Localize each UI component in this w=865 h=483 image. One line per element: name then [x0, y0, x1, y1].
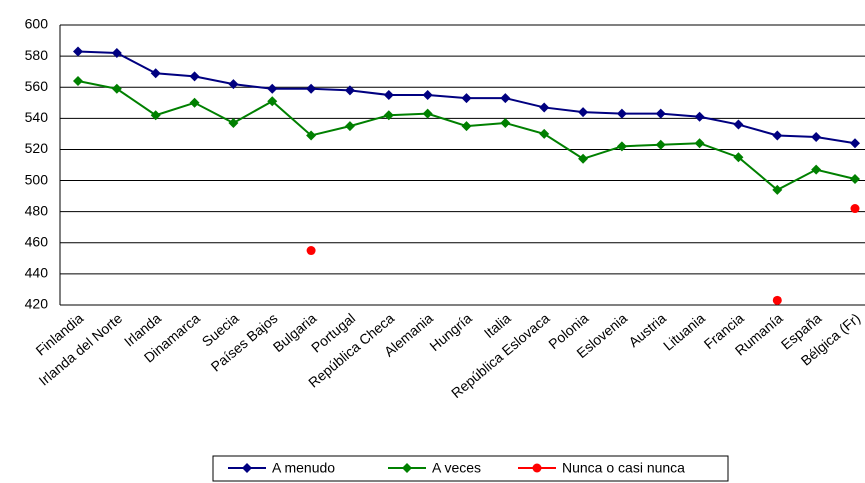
point	[73, 46, 83, 57]
point	[344, 121, 355, 132]
y-tick-label: 540	[25, 109, 49, 125]
point	[733, 152, 744, 163]
point	[189, 97, 200, 108]
y-tick-label: 440	[25, 265, 49, 281]
legend	[212, 455, 729, 482]
point	[422, 108, 433, 119]
y-tick-label: 480	[25, 202, 49, 218]
point	[578, 153, 589, 164]
y-tick-label: 580	[25, 47, 49, 63]
legend-marker	[242, 463, 252, 473]
point	[655, 139, 666, 150]
point	[383, 110, 394, 121]
point	[772, 184, 783, 195]
point	[811, 132, 822, 142]
point	[850, 174, 860, 184]
point	[267, 96, 278, 107]
point	[150, 110, 161, 121]
point	[422, 90, 433, 100]
y-tick-label: 420	[25, 296, 49, 312]
point	[772, 130, 783, 141]
point	[111, 48, 122, 58]
point	[150, 68, 161, 79]
y-tick-label: 560	[25, 78, 49, 94]
point	[228, 79, 239, 90]
point	[733, 119, 744, 130]
legend-marker	[532, 463, 542, 473]
point	[461, 121, 472, 132]
point	[189, 71, 200, 82]
point	[578, 107, 589, 118]
point	[306, 130, 317, 141]
legend-label: A menudo	[272, 460, 335, 476]
point	[850, 138, 860, 149]
point	[461, 93, 472, 104]
point	[500, 93, 511, 104]
point	[655, 108, 666, 119]
point	[306, 246, 316, 256]
x-tick-label: Italia	[481, 310, 514, 341]
legend-label: A veces	[432, 460, 481, 476]
x-tick-label: Lituania	[660, 310, 708, 354]
point	[73, 76, 83, 86]
legend-marker	[402, 463, 412, 473]
point	[111, 83, 122, 94]
point	[616, 141, 627, 152]
point	[228, 118, 239, 128]
point	[694, 111, 705, 122]
y-tick-label: 520	[25, 140, 49, 156]
y-tick-label: 460	[25, 233, 49, 249]
y-tick-label: 600	[25, 16, 49, 32]
point	[344, 85, 355, 96]
x-tick-label: Hungría	[426, 310, 475, 354]
point	[306, 83, 317, 94]
point	[694, 138, 705, 149]
y-tick-label: 500	[25, 171, 49, 187]
point	[811, 164, 822, 175]
point	[383, 90, 394, 100]
point	[267, 83, 278, 94]
point	[772, 295, 782, 305]
point	[539, 102, 550, 113]
point	[500, 118, 511, 128]
point	[539, 128, 550, 139]
point	[850, 204, 860, 214]
point	[616, 108, 627, 119]
legend-label: Nunca o casi nunca	[562, 460, 685, 476]
